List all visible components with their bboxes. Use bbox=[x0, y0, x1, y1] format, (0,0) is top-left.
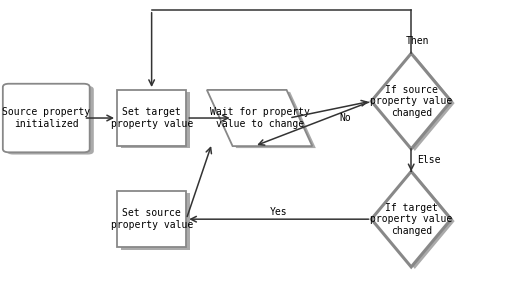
Text: Wait for property
value to change: Wait for property value to change bbox=[210, 107, 309, 129]
Polygon shape bbox=[211, 92, 316, 148]
Text: Set source
property value: Set source property value bbox=[111, 209, 193, 230]
Bar bbox=[121, 92, 191, 148]
FancyBboxPatch shape bbox=[7, 86, 94, 155]
Text: Then: Then bbox=[406, 36, 429, 46]
Text: No: No bbox=[339, 113, 351, 123]
Polygon shape bbox=[207, 90, 313, 146]
Polygon shape bbox=[371, 171, 451, 267]
Text: Set target
property value: Set target property value bbox=[111, 107, 193, 129]
FancyBboxPatch shape bbox=[3, 84, 89, 152]
Text: Else: Else bbox=[417, 155, 441, 165]
Bar bbox=[117, 191, 186, 247]
Polygon shape bbox=[375, 173, 455, 269]
Text: If source
property value
changed: If source property value changed bbox=[370, 85, 452, 118]
Text: Source property
initialized: Source property initialized bbox=[2, 107, 90, 129]
Polygon shape bbox=[375, 55, 455, 151]
Text: Yes: Yes bbox=[270, 207, 288, 217]
Polygon shape bbox=[371, 53, 451, 149]
Bar bbox=[121, 193, 191, 250]
Bar bbox=[117, 90, 186, 146]
Text: If target
property value
changed: If target property value changed bbox=[370, 203, 452, 236]
